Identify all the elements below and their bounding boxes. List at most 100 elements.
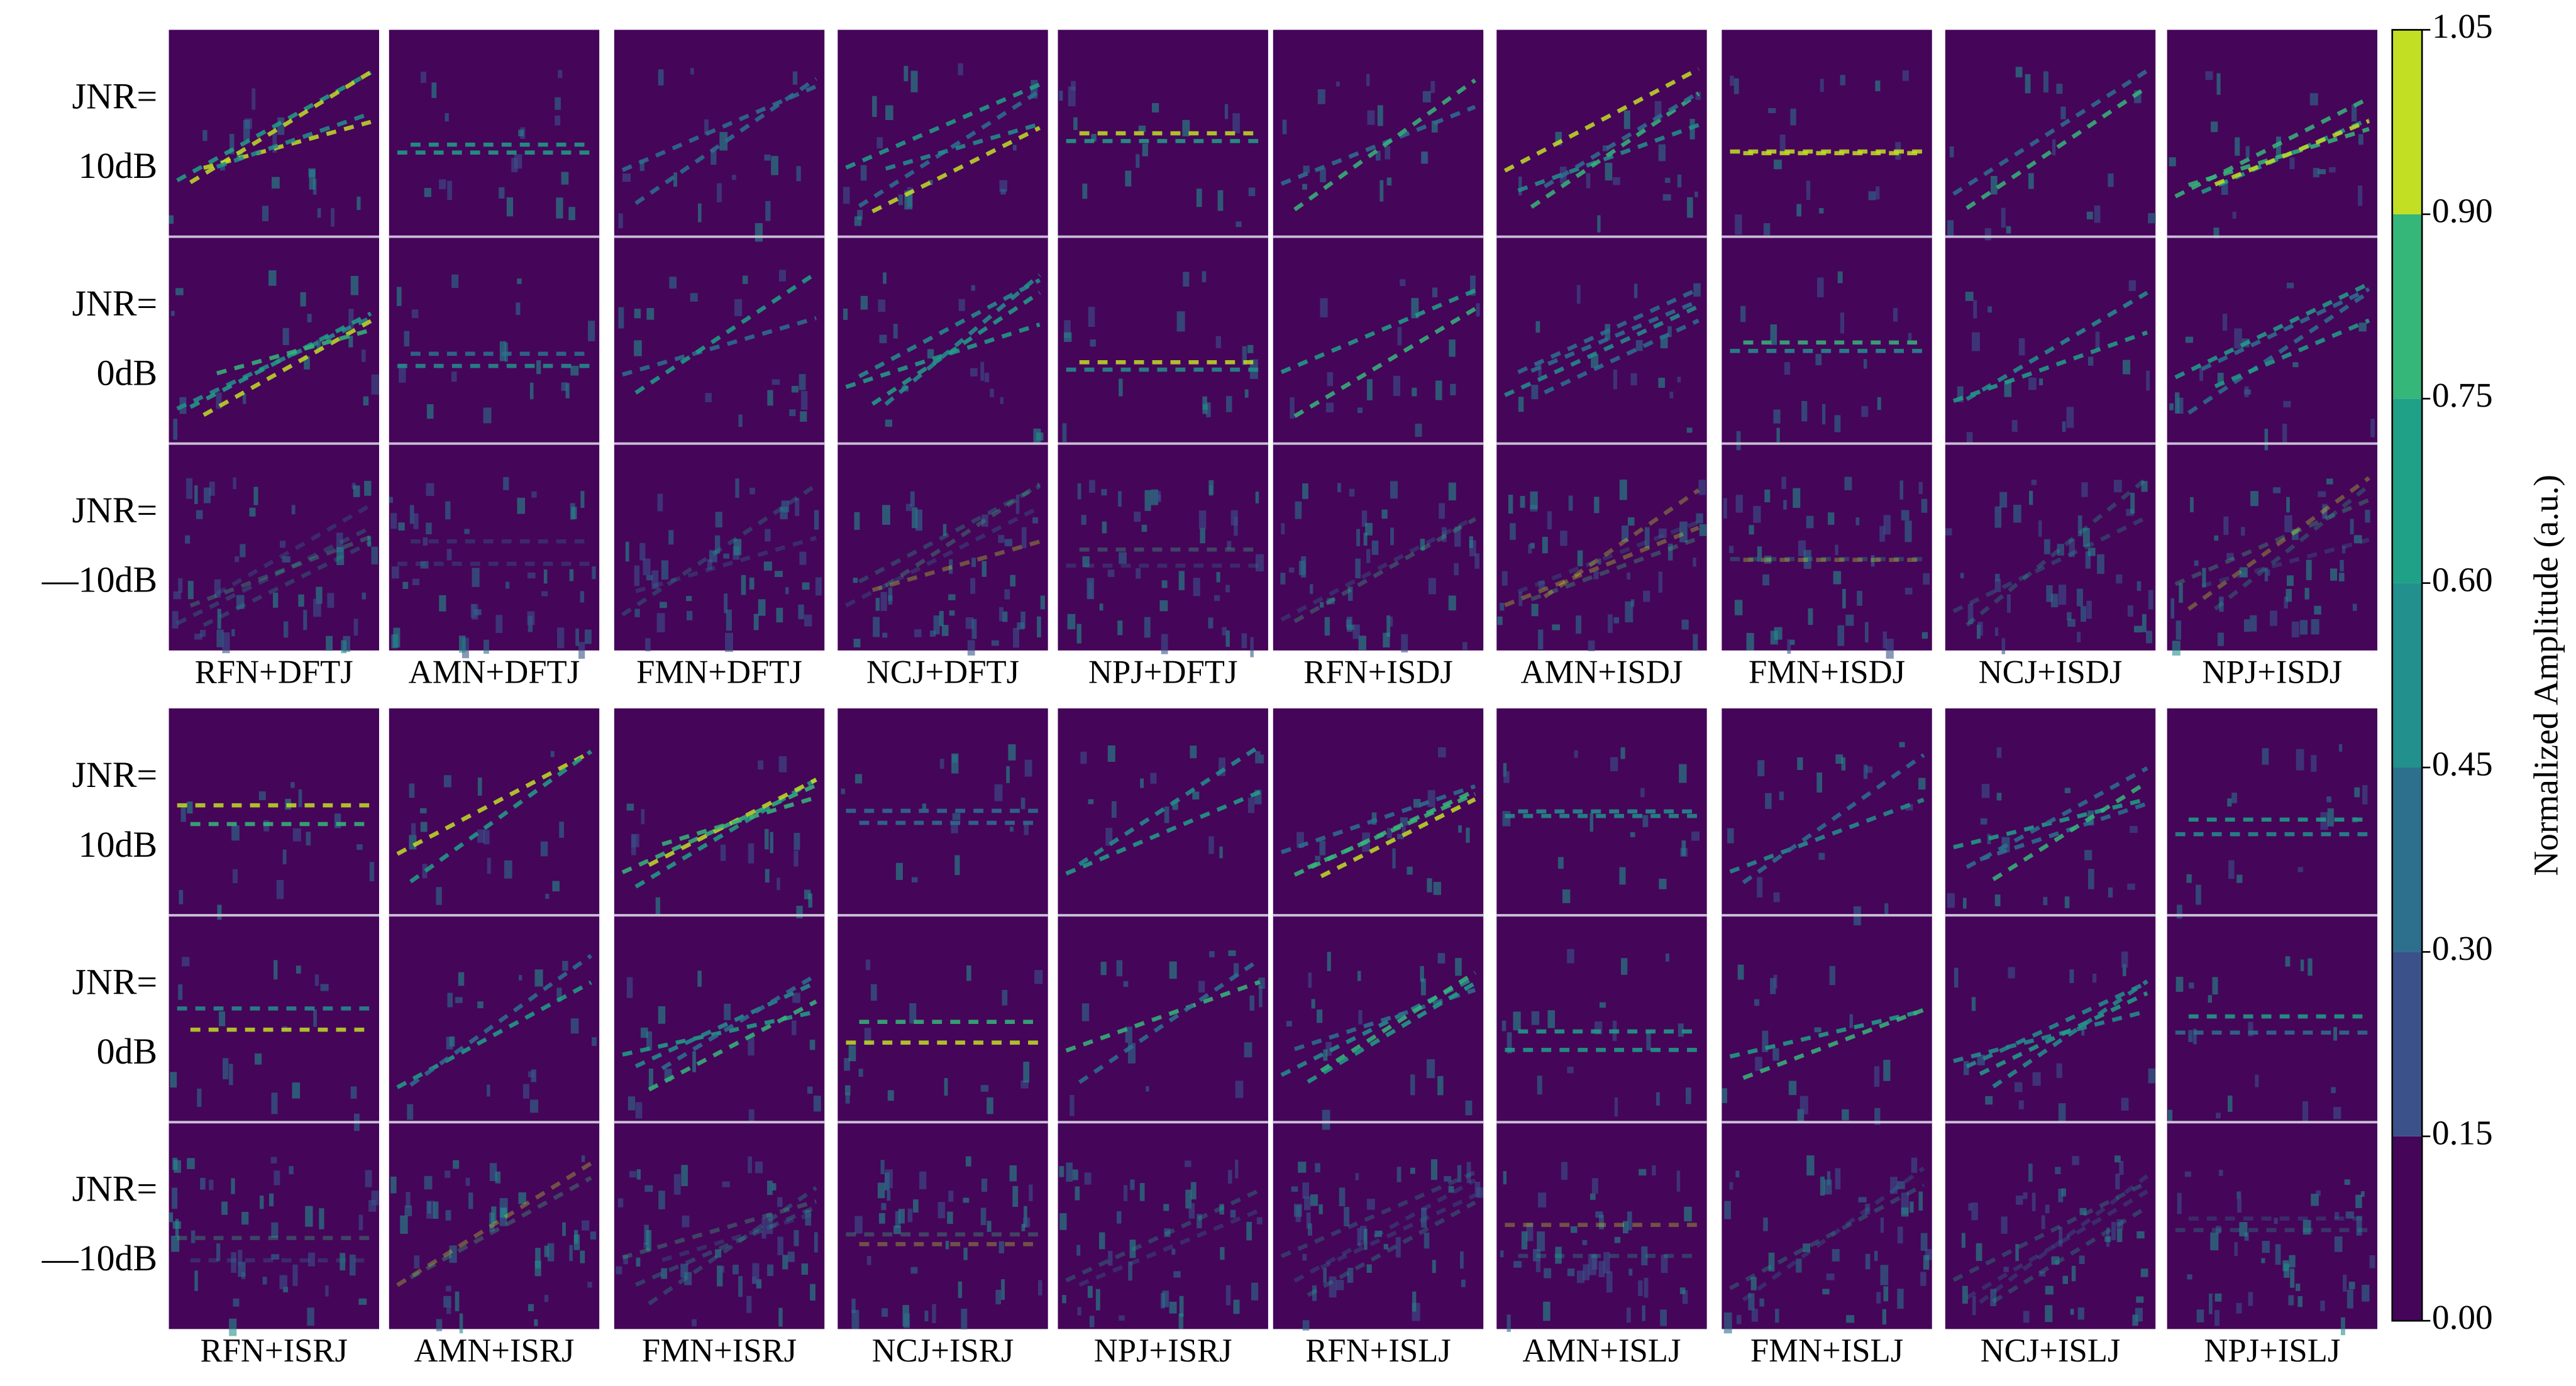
spectrogram-texture xyxy=(1840,312,1845,334)
spectrogram-texture xyxy=(1315,1163,1320,1173)
spectrogram-texture xyxy=(1361,510,1368,527)
spectrogram-texture xyxy=(1091,134,1097,141)
spectrogram-texture xyxy=(2013,505,2021,523)
spectrogram-texture xyxy=(1644,527,1650,548)
spectrogram-texture xyxy=(446,1285,451,1292)
spectrogram-texture xyxy=(1503,1171,1507,1185)
spectrogram-texture xyxy=(1593,571,1599,580)
spectrogram-texture xyxy=(2113,480,2122,493)
spectrogram-texture xyxy=(1209,951,1215,957)
spectrogram-texture xyxy=(1259,986,1263,1008)
spectrogram-texture xyxy=(407,1104,414,1120)
spectrogram-texture xyxy=(2108,887,2113,898)
spectrogram-texture xyxy=(420,561,429,569)
spectrogram-texture xyxy=(1818,852,1825,860)
spectrogram-texture xyxy=(1162,1290,1169,1307)
spectrogram-texture xyxy=(853,639,861,647)
spectrogram-texture xyxy=(2287,575,2294,586)
spectrogram-texture xyxy=(2079,1207,2087,1216)
spectrogram-texture xyxy=(1837,625,1845,646)
spectrogram-texture xyxy=(1401,634,1408,652)
spectrogram-texture xyxy=(1213,595,1220,602)
spectrogram-texture xyxy=(1555,1246,1562,1264)
spectrogram-texture xyxy=(411,309,419,319)
spectrogram-texture xyxy=(2266,569,2270,576)
spectrogram-texture xyxy=(1327,598,1335,605)
spectrogram-texture xyxy=(325,1285,329,1297)
spectrogram-texture xyxy=(1508,494,1513,514)
spectrogram-texture xyxy=(303,610,307,630)
spectrogram-texture xyxy=(1224,104,1229,119)
spectrogram-texture xyxy=(229,133,235,155)
spectrogram-texture xyxy=(1622,525,1629,542)
spectrogram-texture xyxy=(2135,1307,2143,1322)
spectrogram-texture xyxy=(1476,303,1480,317)
spectrogram-texture xyxy=(204,487,211,503)
spectrogram-texture xyxy=(1411,298,1419,319)
row-label: JNR= xyxy=(72,1168,157,1209)
spectrogram-texture xyxy=(635,1102,643,1119)
spectrogram-texture xyxy=(1020,611,1025,629)
spectrogram-texture xyxy=(291,505,296,515)
spectrogram-texture xyxy=(2300,959,2304,972)
spectrogram-texture xyxy=(1627,572,1631,580)
spectrogram-texture xyxy=(1736,431,1741,451)
spectrogram-texture xyxy=(2043,896,2048,906)
spectrogram-texture xyxy=(2122,964,2126,976)
spectrogram-texture xyxy=(1302,1182,1309,1199)
spectrogram-texture xyxy=(2087,356,2094,366)
spectrogram-texture xyxy=(1385,146,1391,160)
spectrogram-texture xyxy=(365,1170,372,1187)
spectrogram-texture xyxy=(447,180,453,201)
spectrogram-texture xyxy=(229,1064,233,1086)
spectrogram-texture xyxy=(646,1031,653,1050)
spectrogram-texture xyxy=(771,156,778,175)
spectrogram-texture xyxy=(945,1240,949,1250)
spectrogram-texture xyxy=(1088,582,1093,599)
spectrogram-texture xyxy=(809,1039,815,1050)
spectrogram-texture xyxy=(389,497,394,503)
spectrogram-texture xyxy=(1538,363,1542,377)
spectrogram-streak xyxy=(845,322,1041,389)
spectrogram-texture xyxy=(575,628,579,646)
spectrogram-texture xyxy=(1178,1313,1183,1329)
spectrogram-texture xyxy=(634,565,640,586)
spectrogram-texture xyxy=(639,159,644,171)
spectrogram-texture xyxy=(1962,1285,1968,1304)
spectrogram-texture xyxy=(2338,744,2343,752)
spectrogram-texture xyxy=(1788,1081,1797,1096)
spectrogram-texture xyxy=(657,493,663,512)
spectrogram-texture xyxy=(1991,175,1998,195)
spectrogram-texture xyxy=(2067,612,2072,620)
spectrogram-texture xyxy=(1119,378,1123,397)
spectrogram-texture xyxy=(1820,79,1824,92)
spectrogram-texture xyxy=(2069,539,2076,558)
spectrogram-texture xyxy=(1393,375,1401,396)
spectrogram-texture xyxy=(2212,977,2218,995)
spectrogram-texture xyxy=(1242,346,1247,365)
spectrogram-texture xyxy=(1537,629,1544,650)
spectrogram-texture xyxy=(1129,1240,1136,1258)
spectrogram-texture xyxy=(1837,271,1843,283)
spectrogram-texture xyxy=(1138,125,1146,133)
spectrogram-texture xyxy=(1325,1042,1332,1056)
spectrogram-texture xyxy=(431,82,437,98)
spectrogram-texture xyxy=(1874,1066,1880,1087)
spectrogram-texture xyxy=(813,1096,821,1112)
spectrogram-texture xyxy=(1576,1270,1585,1284)
spectrogram-texture xyxy=(904,1313,910,1328)
spectrogram-texture xyxy=(1971,997,1976,1011)
spectrogram-texture xyxy=(2058,585,2067,605)
spectrogram-texture xyxy=(1613,177,1620,185)
spectrogram-texture xyxy=(767,1180,773,1196)
spectrogram-texture xyxy=(2167,1109,2173,1121)
spectrogram-texture xyxy=(2362,1284,2370,1302)
spectrogram-texture xyxy=(1013,627,1019,648)
spectrogram-texture xyxy=(171,1235,180,1252)
spectrogram-streak xyxy=(1293,1178,1476,1283)
spectrogram-texture xyxy=(449,1245,457,1263)
spectrogram-texture xyxy=(804,614,812,627)
spectrogram-texture xyxy=(1227,541,1232,549)
spectrogram-texture xyxy=(1921,498,1928,513)
spectrogram-texture xyxy=(1298,1162,1307,1173)
